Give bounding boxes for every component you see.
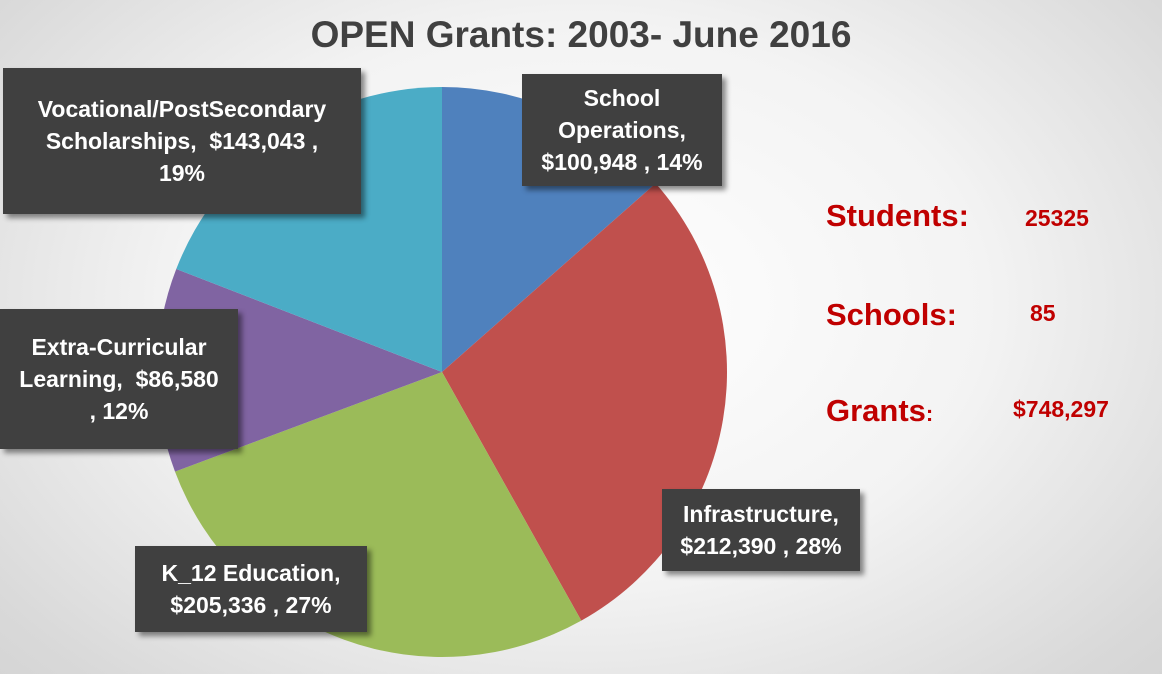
data-label-line: School bbox=[583, 85, 661, 111]
data-label-line: Operations, bbox=[558, 117, 686, 143]
data-label-k-12-education: K_12 Education, $205,336 , 27% bbox=[135, 546, 367, 632]
data-label-extra-curricular-learning: Extra-Curricular Learning, $86,580 , 12% bbox=[0, 309, 238, 449]
data-label-infrastructure: Infrastructure, $212,390 , 28% bbox=[662, 489, 860, 571]
data-label-line: K_12 Education, bbox=[161, 560, 341, 586]
pie-slice-infrastructure bbox=[442, 183, 728, 621]
data-label-line: Scholarships, $143,043 , bbox=[45, 128, 319, 154]
data-label-line: Infrastructure, bbox=[683, 501, 839, 527]
chart-title: OPEN Grants: 2003- June 2016 bbox=[310, 14, 852, 55]
students-label: Students: bbox=[826, 198, 969, 233]
students-value: 25325 bbox=[1025, 205, 1089, 231]
grants-value: $748,297 bbox=[1013, 396, 1109, 422]
data-label-line: $212,390 , 28% bbox=[680, 533, 842, 559]
data-label-line: $205,336 , 27% bbox=[170, 592, 332, 618]
schools-label: Schools: bbox=[826, 297, 957, 332]
data-label-line: Vocational/PostSecondary bbox=[37, 96, 327, 122]
data-label-vocational-postsecondary-scholarships: Vocational/PostSecondary Scholarships, $1… bbox=[3, 68, 361, 214]
data-label-line: Extra-Curricular bbox=[31, 334, 207, 360]
data-label-line: 19% bbox=[158, 160, 206, 186]
data-label-school-operations: School Operations, $100,948 , 14% bbox=[522, 74, 722, 186]
data-label-line: , 12% bbox=[89, 398, 149, 424]
grants-label: Grants: bbox=[826, 393, 934, 428]
data-label-line: Learning, $86,580 bbox=[19, 366, 219, 392]
schools-value: 85 bbox=[1030, 300, 1056, 326]
pie-slice-vocational-postsecondary-scholarships bbox=[176, 87, 442, 372]
data-label-line: $100,948 , 14% bbox=[541, 149, 703, 175]
